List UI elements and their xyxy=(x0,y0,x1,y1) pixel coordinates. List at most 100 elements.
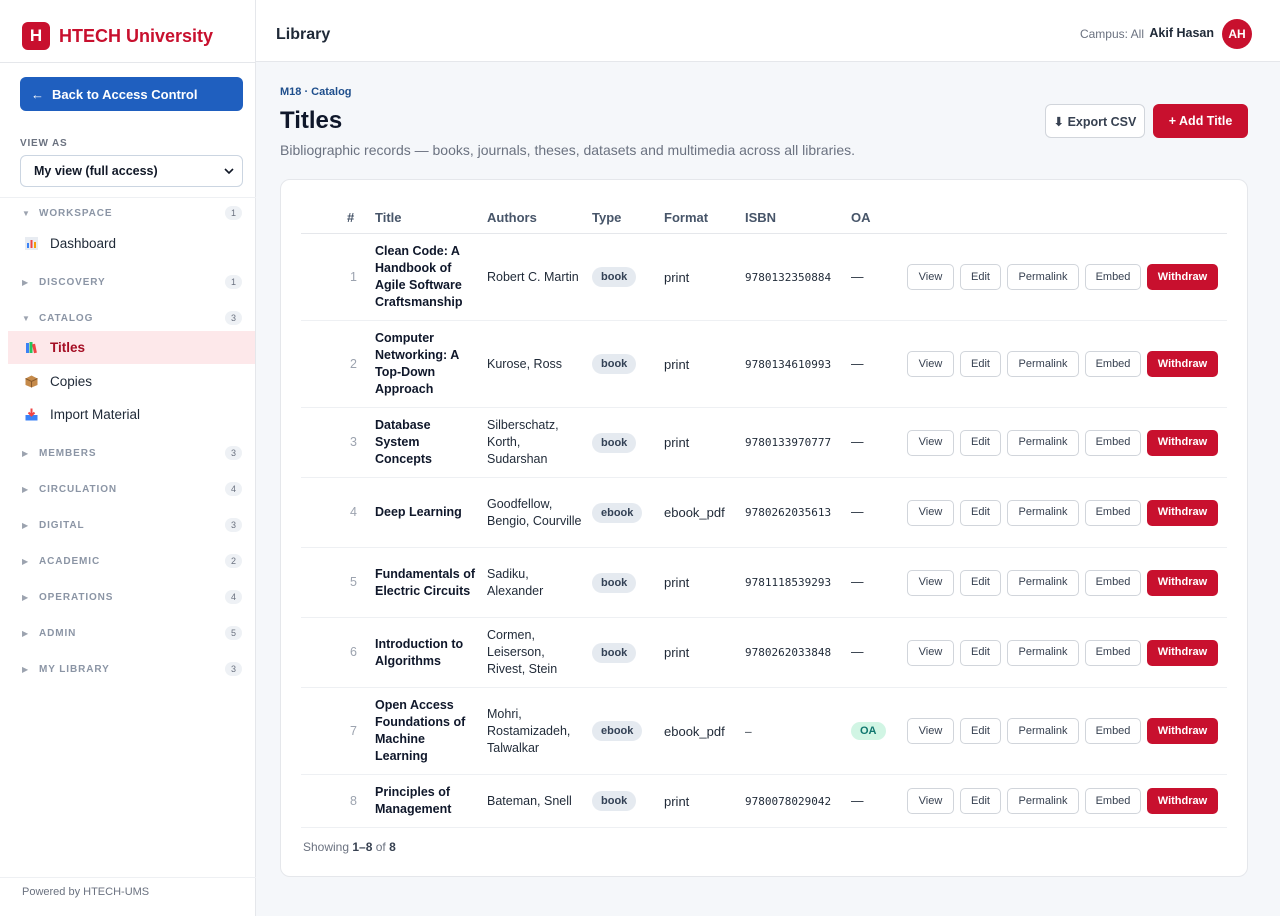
oa-cell: — xyxy=(851,408,864,477)
sidebar-item-dashboard[interactable]: Dashboard xyxy=(8,227,255,260)
title-cell[interactable]: Deep Learning xyxy=(375,505,462,519)
avatar[interactable]: AH xyxy=(1222,19,1252,49)
nav-group-count: 1 xyxy=(225,275,242,289)
embed-button[interactable]: Embed xyxy=(1085,639,1141,666)
view-as-select[interactable]: My view (full access) xyxy=(20,155,243,187)
isbn-cell: 9780133970777 xyxy=(745,436,832,449)
permalink-button[interactable]: Permalink xyxy=(1007,264,1079,290)
column-header-isbn[interactable]: ISBN xyxy=(745,210,777,225)
sidebar-item-titles[interactable]: Titles xyxy=(8,331,255,364)
edit-button[interactable]: Edit xyxy=(960,639,1001,666)
edit-button[interactable]: Edit xyxy=(960,718,1001,744)
pagination-total: 8 xyxy=(389,840,396,854)
user-name[interactable]: Akif Hasan xyxy=(1149,26,1214,40)
column-header-format[interactable]: Format xyxy=(664,210,709,225)
view-button[interactable]: View xyxy=(907,429,954,456)
embed-button[interactable]: Embed xyxy=(1085,569,1141,596)
permalink-button[interactable]: Permalink xyxy=(1007,499,1079,526)
view-button[interactable]: View xyxy=(907,264,954,290)
nav-group-members[interactable]: ▶ MEMBERS 3 xyxy=(0,444,256,462)
withdraw-button[interactable]: Withdraw xyxy=(1147,429,1218,456)
permalink-button[interactable]: Permalink xyxy=(1007,718,1079,744)
sidebar-item-import-material[interactable]: Import Material xyxy=(8,398,255,431)
view-button[interactable]: View xyxy=(907,351,954,377)
nav-group-academic[interactable]: ▶ ACADEMIC 2 xyxy=(0,552,256,570)
add-title-button[interactable]: + Add Title xyxy=(1153,104,1248,138)
permalink-button[interactable]: Permalink xyxy=(1007,788,1079,814)
edit-button[interactable]: Edit xyxy=(960,499,1001,526)
embed-button[interactable]: Embed xyxy=(1085,264,1141,290)
title-cell[interactable]: Open Access Foundations of Machine Learn… xyxy=(375,698,466,763)
back-button-label: Back to Access Control xyxy=(52,86,198,102)
nav-group-discovery[interactable]: ▶ DISCOVERY 1 xyxy=(0,273,256,291)
title-cell[interactable]: Computer Networking: A Top-Down Approach xyxy=(375,331,459,396)
edit-button[interactable]: Edit xyxy=(960,788,1001,814)
title-cell[interactable]: Introduction to Algorithms xyxy=(375,636,464,668)
nav-group-label: WORKSPACE xyxy=(39,207,113,219)
campus-selector[interactable]: Campus: All xyxy=(1079,27,1144,41)
edit-button[interactable]: Edit xyxy=(960,429,1001,456)
caret-right-icon: ▶ xyxy=(22,556,29,566)
nav-group-my-library[interactable]: ▶ MY LIBRARY 3 xyxy=(0,660,256,678)
withdraw-button[interactable]: Withdraw xyxy=(1147,499,1218,526)
nav-group-catalog[interactable]: ▼ CATALOG 3 xyxy=(0,309,256,327)
view-button[interactable]: View xyxy=(907,569,954,596)
column-header-oa[interactable]: OA xyxy=(851,210,871,225)
row-actions: View Edit Permalink Embed Withdraw xyxy=(907,321,1218,407)
withdraw-button[interactable]: Withdraw xyxy=(1147,788,1218,814)
oa-cell: — xyxy=(851,234,864,320)
permalink-button[interactable]: Permalink xyxy=(1007,429,1079,456)
withdraw-button[interactable]: Withdraw xyxy=(1147,351,1218,377)
column-header-type[interactable]: Type xyxy=(592,210,622,225)
permalink-button[interactable]: Permalink xyxy=(1007,351,1079,377)
embed-button[interactable]: Embed xyxy=(1085,718,1141,744)
nav-group-admin[interactable]: ▶ ADMIN 5 xyxy=(0,624,256,642)
nav-group-digital[interactable]: ▶ DIGITAL 3 xyxy=(0,516,256,534)
brand[interactable]: H HTECH University xyxy=(22,22,213,50)
type-cell: ebook xyxy=(592,478,643,547)
oa-value: — xyxy=(851,645,864,659)
column-header-authors[interactable]: Authors xyxy=(487,210,537,225)
format-cell: print xyxy=(664,793,690,809)
withdraw-button[interactable]: Withdraw xyxy=(1147,639,1218,666)
title-cell[interactable]: Fundamentals of Electric Circuits xyxy=(375,566,476,598)
oa-cell: OA xyxy=(851,688,886,774)
isbn-cell: – xyxy=(745,724,752,738)
divider xyxy=(0,197,256,198)
nav-group-circulation[interactable]: ▶ CIRCULATION 4 xyxy=(0,480,256,498)
permalink-button[interactable]: Permalink xyxy=(1007,569,1079,596)
export-csv-button[interactable]: ⬇ Export CSV xyxy=(1045,104,1145,138)
withdraw-button[interactable]: Withdraw xyxy=(1147,569,1218,596)
nav-group-label: DIGITAL xyxy=(39,519,85,531)
edit-button[interactable]: Edit xyxy=(960,351,1001,377)
nav-group-label: CATALOG xyxy=(39,312,94,324)
table-row: 5 Fundamentals of Electric Circuits Sadiku… xyxy=(301,548,1227,618)
back-to-access-control-button[interactable]: ← Back to Access Control xyxy=(20,77,243,111)
books-icon xyxy=(24,341,38,355)
column-header-title[interactable]: Title xyxy=(375,210,402,225)
embed-button[interactable]: Embed xyxy=(1085,429,1141,456)
sidebar-item-copies[interactable]: Copies xyxy=(8,365,255,398)
permalink-button[interactable]: Permalink xyxy=(1007,639,1079,666)
withdraw-button[interactable]: Withdraw xyxy=(1147,264,1218,290)
nav-group-workspace[interactable]: ▼ WORKSPACE 1 xyxy=(0,204,256,222)
isbn-cell: 9781118539293 xyxy=(745,576,832,589)
edit-button[interactable]: Edit xyxy=(960,264,1001,290)
oa-cell: — xyxy=(851,321,864,407)
nav-group-operations[interactable]: ▶ OPERATIONS 4 xyxy=(0,588,256,606)
embed-button[interactable]: Embed xyxy=(1085,788,1141,814)
view-button[interactable]: View xyxy=(907,718,954,744)
embed-button[interactable]: Embed xyxy=(1085,499,1141,526)
title-cell[interactable]: Clean Code: A Handbook of Agile Software… xyxy=(375,244,463,309)
title-cell[interactable]: Database System Concepts xyxy=(375,418,432,466)
topbar-title: Library xyxy=(276,26,331,43)
title-cell[interactable]: Principles of Management xyxy=(375,785,452,816)
row-number: 7 xyxy=(350,723,357,738)
edit-button[interactable]: Edit xyxy=(960,569,1001,596)
view-button[interactable]: View xyxy=(907,788,954,814)
withdraw-button[interactable]: Withdraw xyxy=(1147,718,1218,744)
view-button[interactable]: View xyxy=(907,639,954,666)
view-button[interactable]: View xyxy=(907,499,954,526)
embed-button[interactable]: Embed xyxy=(1085,351,1141,377)
table-row: 7 Open Access Foundations of Machine Lear… xyxy=(301,688,1227,775)
